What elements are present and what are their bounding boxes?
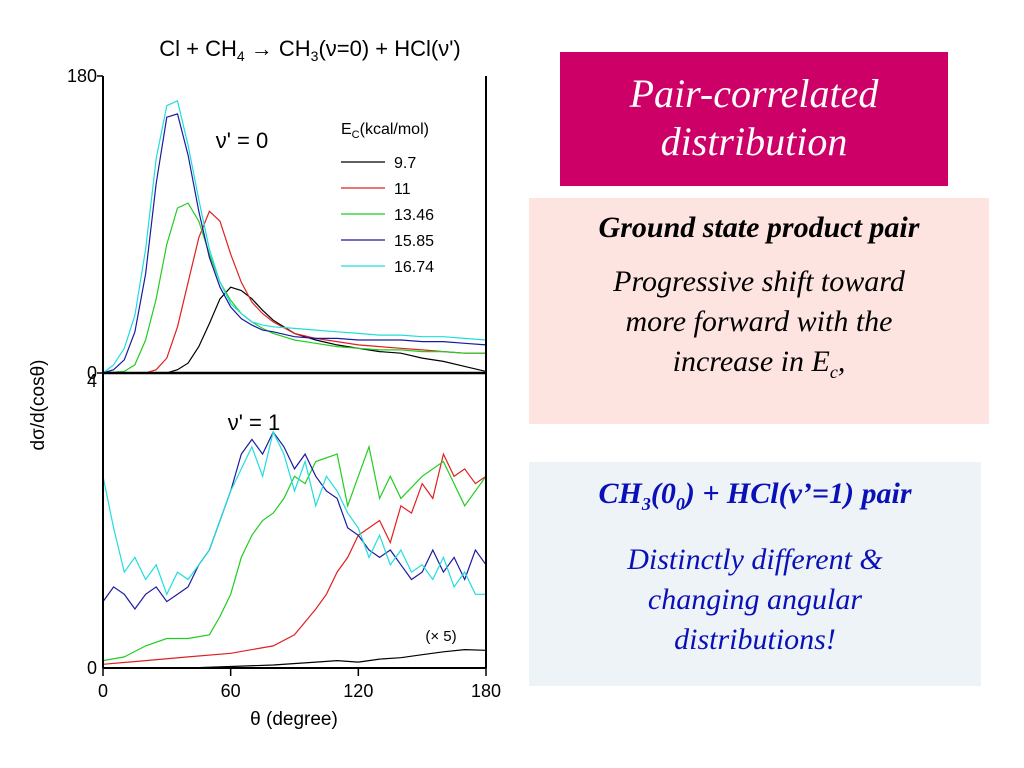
legend-label-9-7: 9.7 xyxy=(394,155,416,172)
ground-body-text: increase in E xyxy=(672,345,830,378)
ground-body-line-3: increase in Ec, xyxy=(539,342,979,392)
ch3-hcl-body: Distinctly different & changing angular … xyxy=(529,540,981,660)
legend-label-11: 11 xyxy=(394,181,411,198)
series-line-p1-9-7 xyxy=(103,286,487,374)
ch3-body-line-1: Distinctly different & xyxy=(627,543,883,576)
legend-label-16-74: 16.74 xyxy=(394,259,434,276)
ch3-hcl-heading: CH3(00) + HCl(v’=1) pair xyxy=(529,476,981,522)
title-line-2: distribution xyxy=(660,119,848,164)
ground-body-line-1: Progressive shift toward xyxy=(613,265,905,298)
x-tick-label-60: 60 xyxy=(221,681,241,701)
ch3-heading-sub-2: 0 xyxy=(675,494,685,514)
chart-figure: Cl + CH4 → CH3(ν=0) + HCl(ν') 180 0 ν' = 0… xyxy=(28,36,501,730)
legend-label-13-46: 13.46 xyxy=(394,207,434,224)
series-line-p1-15-85 xyxy=(102,113,487,374)
panel-label-p1: ν' = 0 xyxy=(216,128,269,153)
legend-label-15-85: 15.85 xyxy=(394,233,434,250)
pair-correlated-title-box: Pair-correlated distribution xyxy=(560,52,948,186)
x-tick-label-180: 180 xyxy=(471,681,501,701)
series-line-p2-11 xyxy=(102,452,487,665)
series-line-p2-15-85 xyxy=(102,430,487,611)
ground-body-end: , xyxy=(837,345,846,378)
y-tick-label-top-p1: 180 xyxy=(67,66,97,86)
y-axis-label: dσ/d(cosθ) xyxy=(28,360,49,451)
ch3-heading-part-c: ) + HCl(v’=1) pair xyxy=(684,477,912,510)
ch3-body-line-3: distributions! xyxy=(674,623,836,656)
ground-state-heading: Ground state product pair xyxy=(598,211,920,244)
legend-title: EC(kcal/mol) xyxy=(341,121,429,141)
panel-label-p2: ν' = 1 xyxy=(228,410,281,435)
x-axis-label: θ (degree) xyxy=(250,709,338,730)
ch3-body-line-2: changing angular xyxy=(647,583,863,616)
y-tick-label-top-p2: 4 xyxy=(87,371,97,391)
series-line-p2-16-74 xyxy=(102,430,486,596)
ground-state-box: Ground state product pair Progressive sh… xyxy=(529,198,989,424)
ch3-heading-part-b: (0 xyxy=(650,477,676,510)
series-line-p1-16-74 xyxy=(102,99,487,374)
scale-annotation: (× 5) xyxy=(425,628,456,645)
series-line-p1-11 xyxy=(103,210,486,374)
x-tick-label-120: 120 xyxy=(343,681,373,701)
title-line-1: Pair-correlated xyxy=(629,71,879,116)
chart-title: Cl + CH4 → CH3(ν=0) + HCl(ν') xyxy=(159,36,461,64)
series-line-p1-13-46 xyxy=(102,202,486,374)
y-tick-label-zero-p1: 0 xyxy=(87,363,97,383)
ground-body-line-2: more forward with the xyxy=(625,305,893,338)
series-line-p2-13-46 xyxy=(102,444,487,662)
ch3-heading-sub-1: 3 xyxy=(641,494,651,514)
ground-state-body: Progressive shift toward more forward wi… xyxy=(529,262,989,392)
ground-body-sub: c xyxy=(829,362,838,382)
ch3-hcl-box: CH3(00) + HCl(v’=1) pair Distinctly diff… xyxy=(529,462,981,686)
ch3-heading-part-a: CH xyxy=(598,477,642,510)
svg-text:Cl + CH4 → CH3(ν=0) + HCl(ν'): Cl + CH4 → CH3(ν=0) + HCl(ν') xyxy=(159,36,461,64)
y-tick-label-zero-p2: 0 xyxy=(87,658,97,678)
x-tick-label-0: 0 xyxy=(98,681,108,701)
